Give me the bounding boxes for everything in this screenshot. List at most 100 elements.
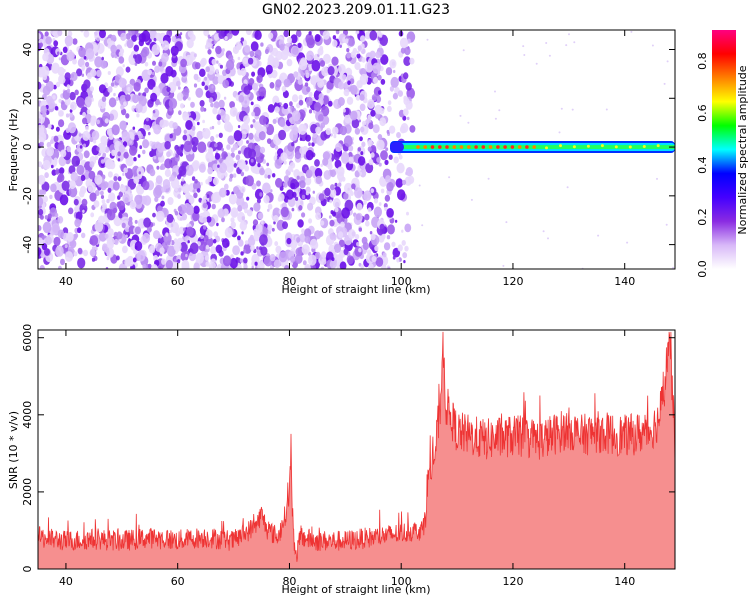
noise-blob <box>349 78 355 85</box>
noise-blob <box>68 207 74 215</box>
noise-blob <box>134 54 143 64</box>
noise-blob <box>235 257 239 261</box>
noise-blob <box>320 266 325 269</box>
signal-peak-dot <box>614 145 618 149</box>
noise-blob <box>81 73 85 77</box>
noise-blob <box>183 87 190 95</box>
noise-blob <box>402 179 407 186</box>
noise-blob <box>274 159 282 169</box>
noise-blob <box>94 155 99 160</box>
noise-blob <box>178 165 187 176</box>
noise-blob <box>383 242 391 251</box>
noise-blob <box>100 195 105 199</box>
noise-blob <box>120 32 127 42</box>
noise-blob <box>165 232 169 237</box>
noise-blob <box>132 126 136 130</box>
noise-blob <box>311 142 315 147</box>
noise-dot <box>459 114 462 117</box>
noise-blob <box>111 124 120 136</box>
spectrogram-y-label: Frequency (Hz) <box>7 109 20 192</box>
noise-blob <box>142 232 151 243</box>
noise-blob <box>242 57 248 64</box>
noise-blob <box>79 190 85 198</box>
noise-blob <box>90 68 97 78</box>
noise-blob <box>42 159 51 170</box>
noise-blob <box>239 221 247 231</box>
noise-blob <box>110 82 115 87</box>
noise-blob <box>73 251 78 257</box>
noise-blob <box>74 89 79 96</box>
snr-panel: 40 60 80 100 120 140 0 2000 4000 6000 Height of … <box>7 324 676 596</box>
noise-blob <box>74 218 81 228</box>
noise-blob <box>355 213 361 221</box>
noise-blob <box>287 37 292 44</box>
noise-blob <box>298 99 304 106</box>
noise-blob <box>98 84 107 94</box>
noise-blob <box>249 50 255 57</box>
y-tick-label: 40 <box>21 43 34 57</box>
noise-blob <box>122 193 130 204</box>
noise-blob <box>116 231 123 240</box>
noise-blob <box>160 163 166 170</box>
noise-blob <box>68 180 76 190</box>
noise-blob <box>254 30 262 40</box>
noise-blob <box>397 90 403 97</box>
noise-blob <box>335 30 340 35</box>
noise-blob <box>186 38 194 49</box>
noise-blob <box>96 69 102 77</box>
noise-blob <box>262 154 265 158</box>
noise-blob <box>281 85 287 93</box>
noise-blob <box>405 100 413 110</box>
noise-blob <box>219 187 227 198</box>
noise-blob <box>284 265 290 269</box>
noise-blob <box>204 255 210 261</box>
noise-blob <box>85 61 90 68</box>
noise-blob <box>401 240 406 246</box>
noise-blob <box>290 182 296 190</box>
noise-blob <box>168 30 172 35</box>
noise-blob <box>154 196 159 203</box>
noise-blob <box>166 86 171 93</box>
noise-blob <box>56 175 63 183</box>
noise-blob <box>182 95 187 101</box>
noise-blob <box>238 239 244 247</box>
noise-blob <box>197 141 207 153</box>
noise-blob <box>249 234 254 241</box>
noise-blob <box>338 81 345 90</box>
noise-blob <box>260 42 264 47</box>
noise-blob <box>124 258 132 267</box>
noise-blob <box>404 246 408 251</box>
noise-blob <box>230 217 235 223</box>
noise-blob <box>43 48 50 56</box>
noise-dot <box>568 33 570 36</box>
noise-blob <box>38 161 43 168</box>
noise-blob <box>83 143 86 148</box>
noise-blob <box>180 103 184 109</box>
noise-dot <box>494 90 496 93</box>
noise-blob <box>205 151 214 163</box>
noise-blob <box>38 118 42 123</box>
noise-blob <box>191 136 199 147</box>
noise-blob <box>107 171 113 178</box>
noise-blob <box>138 92 141 96</box>
noise-blob <box>221 151 228 160</box>
noise-blob <box>360 264 364 269</box>
noise-blob <box>89 248 96 257</box>
y-tick-label: -40 <box>21 236 34 254</box>
noise-blob <box>104 247 110 254</box>
noise-blob <box>152 60 156 66</box>
noise-blob <box>90 86 94 92</box>
noise-blob <box>348 37 355 47</box>
noise-blob <box>258 131 266 141</box>
noise-blob <box>211 58 217 66</box>
noise-blob <box>222 255 232 267</box>
noise-blob <box>66 84 71 89</box>
noise-blob <box>282 90 289 99</box>
noise-dot <box>522 45 525 48</box>
noise-blob <box>39 214 44 220</box>
noise-blob <box>85 125 89 131</box>
noise-blob <box>81 64 86 71</box>
noise-blob <box>252 119 256 123</box>
noise-dot <box>573 41 576 44</box>
noise-blob <box>161 258 166 265</box>
